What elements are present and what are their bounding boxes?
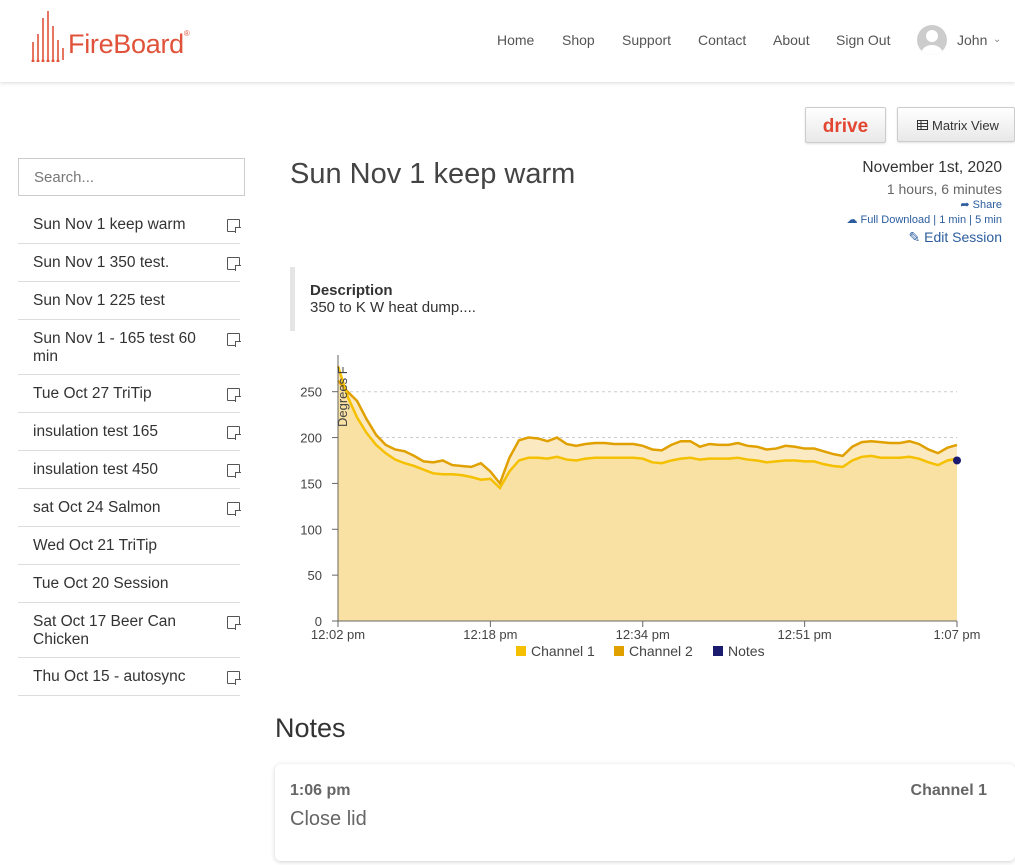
x-tick-label: 12:34 pm (616, 627, 670, 642)
page-title: Sun Nov 1 keep warm (290, 158, 576, 190)
session-list-item[interactable]: Wed Oct 21 TriTip (18, 527, 240, 565)
note-text: Close lid (290, 808, 367, 830)
note-icon (227, 426, 241, 440)
user-silhouette-icon (921, 30, 943, 55)
full-download-link[interactable]: Full Download (860, 214, 931, 226)
note-card[interactable]: 1:06 pm Channel 1 Close lid (275, 764, 1015, 861)
note-channel: Channel 1 (910, 782, 987, 799)
session-name: Sun Nov 1 keep warm (33, 216, 186, 233)
search-input[interactable] (18, 158, 245, 196)
session-list-item[interactable]: Thu Oct 15 - autosync (18, 658, 241, 696)
matrix-view-button[interactable]: Matrix View (897, 107, 1015, 142)
temperature-chart[interactable]: 0 50 100 150 200 250 Degrees F 12:02 pm 12:18 pm… (290, 345, 1000, 675)
user-name[interactable]: John (957, 32, 988, 48)
table-icon (917, 120, 928, 130)
y-axis-label: Degrees F (335, 366, 350, 427)
x-tick-label: 12:02 pm (311, 627, 365, 642)
legend-label: Notes (728, 643, 765, 659)
pencil-icon: ✎ (908, 229, 921, 245)
session-list-item[interactable]: Sun Nov 1 keep warm (18, 206, 241, 244)
legend-label: Channel 2 (629, 643, 693, 659)
x-tick-label: 12:51 pm (778, 627, 832, 642)
note-marker (953, 456, 961, 465)
session-list-item[interactable]: Sun Nov 1 225 test (18, 282, 240, 320)
chevron-down-icon[interactable]: ⌄ (993, 34, 1002, 45)
session-list-item[interactable]: insulation test 165 (18, 413, 241, 451)
fireboard-logo-icon (31, 11, 64, 62)
note-icon (227, 388, 241, 402)
y-tick-label: 100 (300, 522, 322, 537)
note-icon (227, 616, 241, 630)
legend-swatch (713, 646, 723, 656)
y-tick-label: 200 (300, 431, 322, 446)
x-tick-label: 12:18 pm (463, 627, 517, 642)
note-icon (227, 257, 241, 271)
session-name: insulation test 450 (33, 461, 158, 478)
description-heading: Description (310, 282, 393, 299)
session-name: Sat Oct 17 Beer Can Chicken (33, 613, 177, 648)
session-name: Sun Nov 1 - 165 test 60 min (33, 330, 196, 365)
edit-session-link[interactable]: ✎ Edit Session (908, 229, 1002, 245)
note-icon (227, 671, 241, 685)
legend-label: Channel 1 (531, 643, 595, 659)
session-name: sat Oct 24 Salmon (33, 499, 161, 516)
nav-contact[interactable]: Contact (698, 32, 747, 48)
note-icon (227, 502, 241, 516)
session-list-item[interactable]: Sat Oct 17 Beer Can Chicken (18, 603, 241, 658)
y-tick-label: 0 (315, 614, 322, 629)
session-list-item[interactable]: Sun Nov 1 350 test. (18, 244, 241, 282)
session-name: Tue Oct 20 Session (33, 575, 169, 592)
brand-logo[interactable]: FireBoard® (30, 10, 190, 62)
download-links: ☁ Full Download | 1 min | 5 min (846, 214, 1002, 226)
legend-swatch (516, 646, 526, 656)
session-name: Sun Nov 1 350 test. (33, 254, 170, 271)
note-icon (227, 219, 241, 233)
session-name: Wed Oct 21 TriTip (33, 537, 158, 554)
session-duration: 1 hours, 6 minutes (886, 181, 1002, 197)
nav-home[interactable]: Home (497, 32, 535, 48)
x-tick-label: 1:07 pm (934, 627, 981, 642)
five-min-link[interactable]: 5 min (975, 214, 1002, 226)
session-list: Sun Nov 1 keep warm Sun Nov 1 350 test. Su… (18, 206, 241, 696)
y-tick-label: 150 (300, 476, 322, 491)
session-name: Tue Oct 27 TriTip (33, 385, 152, 402)
session-name: insulation test 165 (33, 423, 158, 440)
cloud-download-icon: ☁ (846, 214, 858, 226)
note-icon (227, 333, 241, 347)
nav-shop[interactable]: Shop (562, 32, 595, 48)
one-min-link[interactable]: 1 min (939, 214, 967, 226)
channel-2-line (337, 379, 958, 486)
nav-about[interactable]: About (773, 32, 810, 48)
session-name: Thu Oct 15 - autosync (33, 668, 186, 685)
user-avatar[interactable] (917, 25, 947, 55)
legend-swatch (614, 646, 624, 656)
session-date: November 1st, 2020 (862, 159, 1002, 176)
session-name: Sun Nov 1 225 test (33, 292, 165, 309)
description-block: Description 350 to K W heat dump.... (290, 267, 690, 331)
top-header: FireBoard® Home Shop Support Contact Abo… (0, 0, 1015, 82)
matrix-view-label: Matrix View (932, 118, 999, 133)
session-list-item[interactable]: Tue Oct 27 TriTip (18, 375, 241, 413)
note-icon (227, 464, 241, 478)
nav-sign-out[interactable]: Sign Out (836, 32, 891, 48)
session-list-item[interactable]: sat Oct 24 Salmon (18, 489, 241, 527)
channel-1-area (338, 366, 957, 621)
share-icon: ➦ (960, 199, 970, 211)
notes-heading: Notes (275, 713, 346, 743)
y-tick-label: 50 (308, 568, 322, 583)
y-tick-label: 250 (300, 385, 322, 400)
description-text: 350 to K W heat dump.... (310, 299, 476, 316)
session-list-item[interactable]: insulation test 450 (18, 451, 241, 489)
nav-support[interactable]: Support (622, 32, 672, 48)
session-list-item[interactable]: Sun Nov 1 - 165 test 60 min (18, 320, 241, 375)
channel-1-line (336, 365, 958, 491)
session-list-item[interactable]: Tue Oct 20 Session (18, 565, 240, 603)
note-time: 1:06 pm (290, 782, 351, 799)
share-link[interactable]: ➦ Share (960, 199, 1002, 211)
drive-label: drive (822, 116, 869, 137)
brand-name: FireBoard® (68, 29, 190, 59)
drive-button[interactable]: drive (805, 107, 886, 143)
